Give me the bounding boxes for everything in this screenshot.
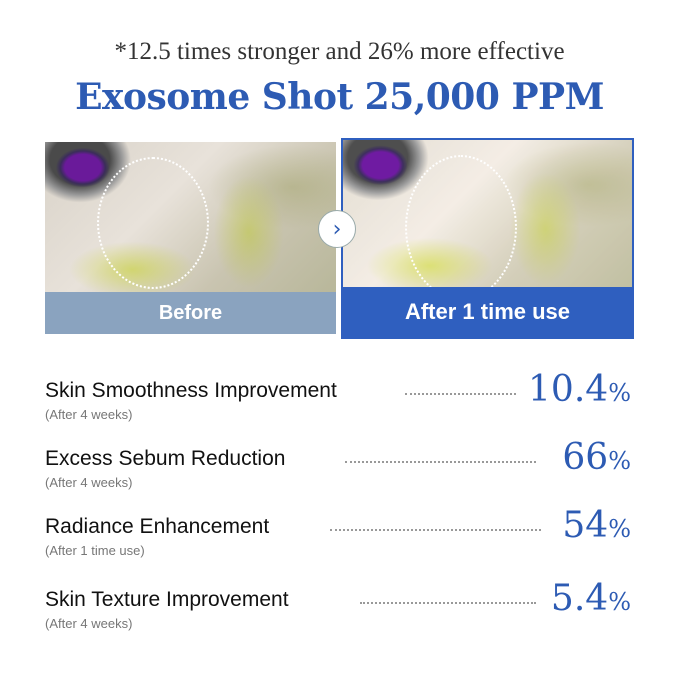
result-name: Radiance Enhancement [45,515,278,539]
before-panel: Before [45,142,336,334]
dotted-leader [330,529,541,531]
before-label: Before [45,292,336,334]
result-name: Skin Texture Improvement [45,588,297,612]
value-number: 5.4 [550,578,609,619]
value-unit: % [608,379,631,407]
after-label: After 1 time use [343,287,632,337]
result-value: 5.4% [551,578,631,619]
page-title: Exosome Shot 25,000 PPM [75,76,604,118]
value-number: 10.4 [528,369,609,410]
result-row: Skin Texture Improvement (After 4 weeks)… [45,578,631,631]
value-unit: % [608,588,631,616]
result-name: Excess Sebum Reduction [45,447,294,471]
value-number: 54 [562,505,609,546]
value-unit: % [608,447,631,475]
chevron-right-icon: › [318,210,356,248]
dotted-leader [360,602,536,604]
after-panel: After 1 time use [341,138,634,339]
result-value: 10.4% [528,369,631,410]
focus-circle [97,157,209,289]
result-row: Excess Sebum Reduction (After 4 weeks) 6… [45,437,631,490]
value-number: 66 [562,437,609,478]
dotted-leader [345,461,536,463]
result-period: (After 1 time use) [45,543,145,558]
result-row: Skin Smoothness Improvement (After 4 wee… [45,369,631,422]
result-name: Skin Smoothness Improvement [45,379,345,403]
value-unit: % [608,515,631,543]
result-value: 54% [562,505,631,546]
result-period: (After 4 weeks) [45,616,133,631]
result-period: (After 4 weeks) [45,407,133,422]
dotted-leader [405,393,516,395]
subtitle: *12.5 times stronger and 26% more effect… [114,38,565,65]
focus-circle [405,155,517,300]
result-value: 66% [562,437,631,478]
result-period: (After 4 weeks) [45,475,133,490]
result-row: Radiance Enhancement (After 1 time use) … [45,505,631,558]
